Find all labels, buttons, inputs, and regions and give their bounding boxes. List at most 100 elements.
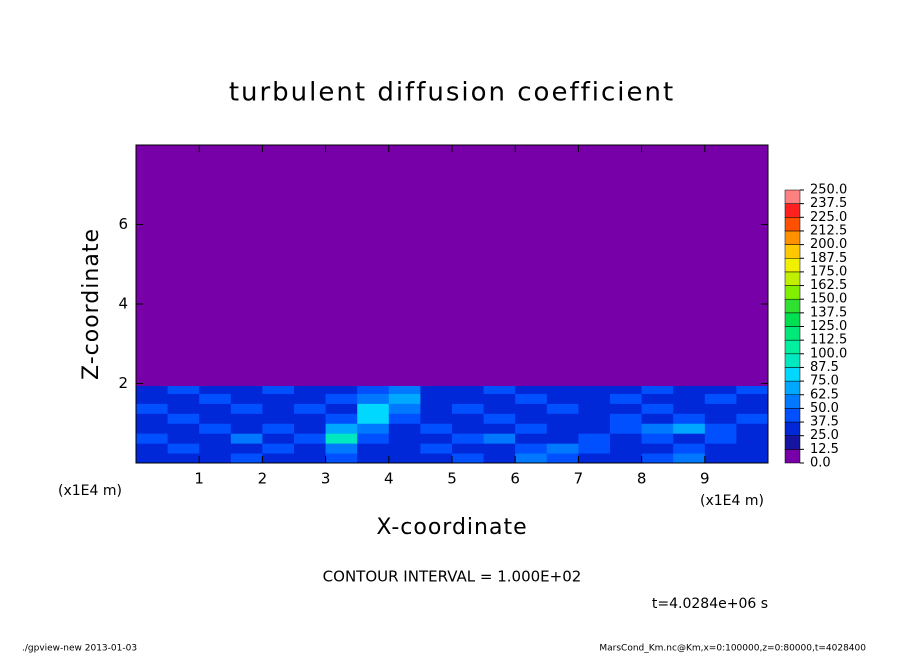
cell bbox=[704, 443, 737, 454]
cell bbox=[230, 385, 263, 394]
cell bbox=[546, 443, 579, 454]
colorbar-label: 187.5 bbox=[810, 251, 847, 266]
cell bbox=[294, 453, 327, 464]
cell bbox=[673, 393, 706, 404]
cell bbox=[199, 453, 232, 464]
colorbar-label: 87.5 bbox=[810, 360, 839, 375]
x-tick-label: 2 bbox=[258, 470, 268, 488]
cell bbox=[578, 385, 611, 394]
footer-left: ./gpview-new 2013-01-03 bbox=[22, 644, 137, 654]
cell bbox=[736, 393, 769, 404]
colorbar-label: 75.0 bbox=[810, 374, 839, 389]
colorbar-swatch bbox=[784, 408, 801, 423]
cell bbox=[199, 403, 232, 414]
colorbar-label: 125.0 bbox=[810, 319, 847, 334]
cell bbox=[136, 433, 169, 444]
cell bbox=[483, 443, 516, 454]
cell bbox=[325, 403, 358, 414]
y-axis-label: Z-coordinate bbox=[79, 228, 104, 380]
cell bbox=[546, 453, 579, 464]
cell bbox=[262, 453, 295, 464]
cell bbox=[262, 145, 295, 386]
cell bbox=[262, 393, 295, 404]
x-axis-label: X-coordinate bbox=[376, 515, 527, 540]
y-tick-label: 4 bbox=[118, 295, 128, 313]
cell bbox=[294, 413, 327, 424]
cell bbox=[452, 423, 485, 434]
colorbar-swatch bbox=[784, 312, 801, 327]
cell bbox=[736, 403, 769, 414]
cell bbox=[136, 443, 169, 454]
cell bbox=[704, 453, 737, 464]
cell bbox=[262, 423, 295, 434]
cell bbox=[578, 393, 611, 404]
x-tick-label: 5 bbox=[447, 470, 457, 488]
colorbar-swatch bbox=[784, 380, 801, 396]
annotation: t=4.0284e+06 s bbox=[652, 596, 768, 612]
cell bbox=[610, 423, 643, 434]
x-tick-label: 1 bbox=[194, 470, 204, 488]
cell bbox=[388, 433, 421, 444]
cell bbox=[546, 403, 579, 414]
cell bbox=[136, 385, 169, 394]
cell bbox=[167, 443, 200, 454]
colorbar-label: 25.0 bbox=[810, 428, 839, 443]
cell bbox=[578, 443, 611, 454]
cell bbox=[515, 413, 548, 424]
cell bbox=[673, 145, 706, 386]
x-tick-label: 3 bbox=[321, 470, 331, 488]
cell bbox=[167, 433, 200, 444]
cell bbox=[610, 403, 643, 414]
cell bbox=[515, 145, 548, 386]
x-unit: (x1E4 m) bbox=[700, 493, 764, 509]
colorbar-label: 0.0 bbox=[810, 456, 831, 471]
cell bbox=[704, 433, 737, 444]
cell bbox=[641, 385, 674, 394]
colorbar-label: 162.5 bbox=[810, 278, 847, 293]
chart-title: turbulent diffusion coefficient bbox=[229, 78, 675, 108]
cell bbox=[167, 423, 200, 434]
cell bbox=[610, 433, 643, 444]
cell bbox=[357, 385, 390, 394]
cell bbox=[736, 443, 769, 454]
cell bbox=[388, 145, 421, 386]
cell bbox=[420, 413, 453, 424]
cell bbox=[167, 413, 200, 424]
x-tick-label: 7 bbox=[574, 470, 584, 488]
cell bbox=[736, 433, 769, 444]
cell bbox=[515, 453, 548, 464]
cell bbox=[357, 403, 390, 414]
cell bbox=[704, 413, 737, 424]
cell bbox=[673, 385, 706, 394]
colorbar-label: 100.0 bbox=[810, 346, 847, 361]
colorbar-swatch bbox=[784, 435, 801, 450]
cell bbox=[515, 385, 548, 394]
colorbar-label: 12.5 bbox=[810, 442, 839, 457]
cell bbox=[357, 393, 390, 404]
cell bbox=[167, 385, 200, 394]
cell bbox=[294, 145, 327, 386]
cell bbox=[199, 423, 232, 434]
colorbar-swatch bbox=[784, 189, 801, 204]
colorbar-label: 150.0 bbox=[810, 292, 847, 307]
cell bbox=[452, 385, 485, 394]
colorbar-swatch bbox=[784, 421, 801, 436]
cell bbox=[546, 385, 579, 394]
cell bbox=[673, 413, 706, 424]
colorbar-swatch bbox=[784, 339, 801, 355]
cell bbox=[452, 403, 485, 414]
colorbar-swatch bbox=[784, 271, 801, 286]
cell bbox=[641, 403, 674, 414]
x-tick-label: 6 bbox=[510, 470, 520, 488]
cell bbox=[578, 453, 611, 464]
annotation: CONTOUR INTERVAL = 1.000E+02 bbox=[323, 568, 582, 586]
cell bbox=[357, 413, 390, 424]
cell bbox=[136, 413, 169, 424]
cell bbox=[420, 403, 453, 414]
cell bbox=[483, 385, 516, 394]
cell bbox=[452, 145, 485, 386]
cell bbox=[325, 413, 358, 424]
colorbar-swatch bbox=[784, 230, 801, 245]
cell bbox=[610, 443, 643, 454]
